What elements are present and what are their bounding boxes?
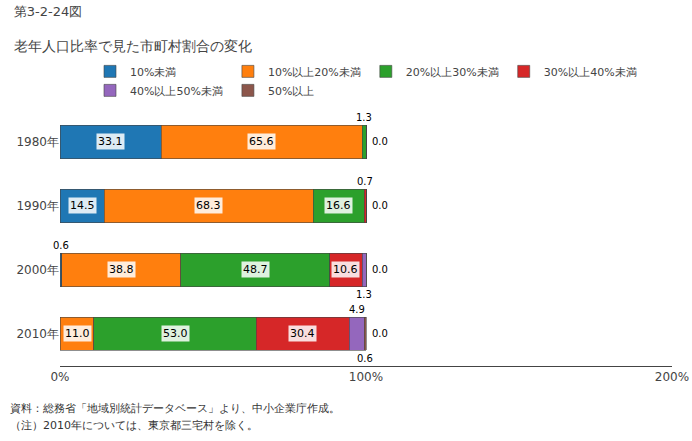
- svg-text:1980年: 1980年: [16, 135, 59, 149]
- svg-text:0%: 0%: [50, 370, 69, 384]
- svg-text:1990年: 1990年: [16, 199, 59, 213]
- svg-text:0.7: 0.7: [357, 176, 373, 187]
- svg-text:10.6: 10.6: [333, 263, 358, 276]
- svg-text:1.3: 1.3: [356, 112, 372, 123]
- svg-text:0.0: 0.0: [372, 328, 388, 339]
- svg-text:16.6: 16.6: [326, 199, 351, 212]
- svg-text:53.0: 53.0: [163, 327, 188, 340]
- svg-text:50%以上: 50%以上: [268, 85, 314, 98]
- svg-text:0.0: 0.0: [372, 200, 388, 211]
- svg-text:68.3: 68.3: [196, 199, 221, 212]
- svg-text:0.0: 0.0: [372, 264, 388, 275]
- svg-text:1.3: 1.3: [356, 289, 372, 300]
- svg-text:200%: 200%: [655, 370, 689, 384]
- svg-text:14.5: 14.5: [70, 199, 95, 212]
- svg-text:2010年: 2010年: [16, 327, 59, 341]
- svg-text:11.0: 11.0: [65, 327, 90, 340]
- svg-text:10%以上20%未満: 10%以上20%未満: [268, 66, 361, 79]
- svg-text:0.6: 0.6: [53, 240, 69, 251]
- svg-text:0.0: 0.0: [372, 136, 388, 147]
- svg-text:100%: 100%: [349, 370, 383, 384]
- svg-text:2000年: 2000年: [16, 263, 59, 277]
- svg-text:30.4: 30.4: [290, 327, 315, 340]
- svg-text:33.1: 33.1: [98, 135, 123, 148]
- svg-text:40%以上50%未満: 40%以上50%未満: [130, 85, 223, 98]
- svg-text:第3-2-24図: 第3-2-24図: [14, 4, 82, 19]
- svg-text:30%以上40%未満: 30%以上40%未満: [544, 66, 637, 79]
- svg-text:38.8: 38.8: [109, 263, 134, 276]
- svg-text:4.9: 4.9: [349, 304, 365, 315]
- svg-text:（注）2010年については、東京都三宅村を除く。: （注）2010年については、東京都三宅村を除く。: [10, 419, 258, 432]
- svg-text:老年人口比率で見た市町村割合の変化: 老年人口比率で見た市町村割合の変化: [14, 38, 252, 54]
- svg-text:10%未満: 10%未満: [130, 66, 176, 79]
- svg-text:資料：総務省「地域別統計データベース」より、中小企業庁作成。: 資料：総務省「地域別統計データベース」より、中小企業庁作成。: [10, 402, 340, 415]
- svg-text:20%以上30%未満: 20%以上30%未満: [406, 66, 499, 79]
- svg-text:65.6: 65.6: [249, 135, 274, 148]
- svg-text:48.7: 48.7: [243, 263, 268, 276]
- svg-text:0.6: 0.6: [357, 353, 373, 364]
